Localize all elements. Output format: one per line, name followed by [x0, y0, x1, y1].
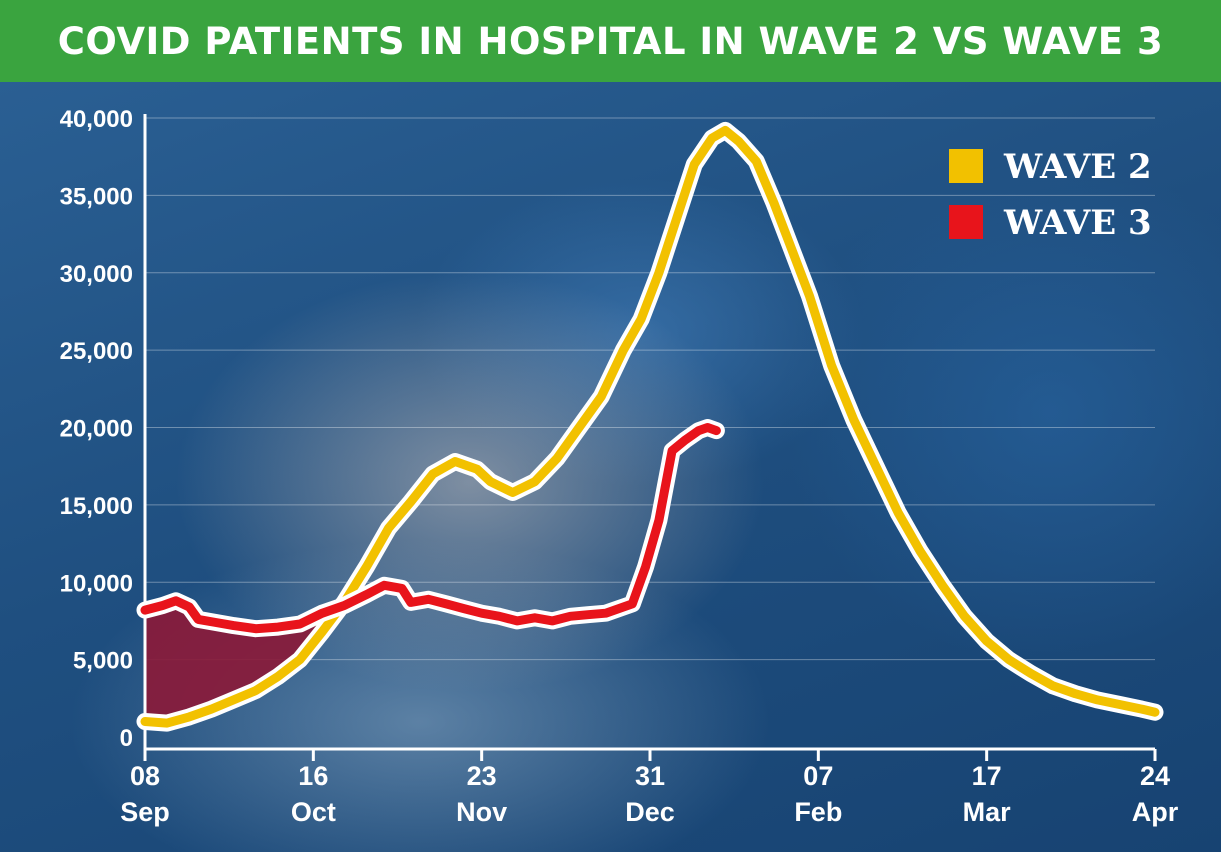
- legend: WAVE 2 WAVE 3: [949, 147, 1152, 243]
- y-tick-label: 5,000: [73, 648, 133, 675]
- series-lines: [136, 121, 1164, 732]
- y-tick-label: 15,000: [60, 493, 133, 520]
- y-tick-label: 30,000: [60, 261, 133, 288]
- x-tick-label-day: 08: [130, 761, 160, 791]
- x-tick-label-month: Oct: [291, 797, 336, 827]
- y-tick-label: 10,000: [60, 570, 133, 597]
- series-line-wave3: [140, 423, 721, 634]
- legend-swatch-wave3: [949, 205, 983, 239]
- x-tick-label-month: Feb: [794, 797, 842, 827]
- chart-title: COVID PATIENTS IN HOSPITAL IN WAVE 2 VS …: [57, 19, 1164, 63]
- legend-label-wave2: WAVE 2: [1003, 147, 1152, 187]
- series-line-wave2: [140, 125, 1160, 728]
- x-tick-label-month: Nov: [456, 797, 507, 827]
- y-tick-label: 40,000: [60, 106, 133, 133]
- x-tick-label-day: 24: [1140, 761, 1170, 791]
- title-banner: COVID PATIENTS IN HOSPITAL IN WAVE 2 VS …: [0, 0, 1221, 82]
- legend-swatch-wave2: [949, 149, 983, 183]
- x-tick-label-month: Mar: [963, 797, 1012, 827]
- y-tick-label: 0: [120, 725, 133, 752]
- x-tick-label-month: Sep: [120, 797, 170, 827]
- x-tick-label-day: 07: [803, 761, 833, 791]
- y-tick-label: 35,000: [60, 183, 133, 210]
- x-tick-label-day: 16: [298, 761, 328, 791]
- hospital-patients-line-chart: 0 5,000 10,000 15,000 20,000 25,000 30,000 35,0…: [60, 106, 1179, 827]
- x-tick-label-day: 17: [972, 761, 1002, 791]
- y-tick-label: 25,000: [60, 338, 133, 365]
- legend-label-wave3: WAVE 3: [1003, 203, 1152, 243]
- y-tick-label: 20,000: [60, 416, 133, 443]
- x-tick-label-month: Dec: [625, 797, 675, 827]
- chart-background: 0 5,000 10,000 15,000 20,000 25,000 30,000 35,0…: [0, 82, 1221, 852]
- x-tick-label-day: 31: [635, 761, 665, 791]
- axes: 0 5,000 10,000 15,000 20,000 25,000 30,000 35,0…: [60, 106, 1179, 827]
- x-tick-label-month: Apr: [1132, 797, 1179, 827]
- x-tick-label-day: 23: [467, 761, 497, 791]
